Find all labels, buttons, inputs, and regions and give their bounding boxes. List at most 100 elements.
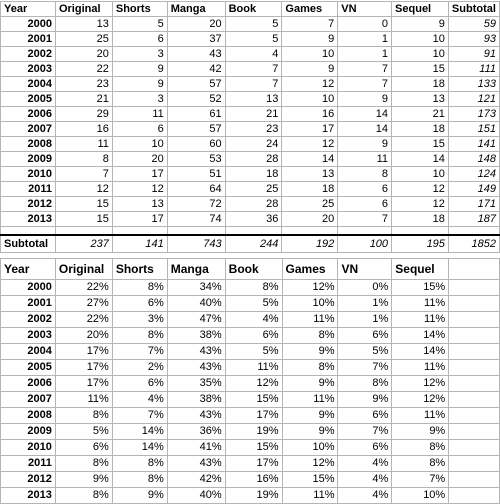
- value-cell: 23: [54, 76, 113, 92]
- subtotal-value: 1852: [447, 233, 500, 253]
- value-cell: 13: [111, 196, 168, 212]
- value-cell: 8: [54, 151, 113, 167]
- value-cell: 148: [447, 151, 500, 167]
- percent-cell: [448, 439, 500, 456]
- subtotal-value: 237: [54, 233, 113, 253]
- value-cell: 25: [224, 181, 283, 197]
- percent-cell: 17%: [224, 455, 283, 472]
- value-cell: 0: [337, 16, 393, 32]
- value-cell: 10: [281, 46, 339, 62]
- year-cell: 2009: [0, 423, 56, 440]
- percent-cell: 8%: [54, 407, 113, 424]
- percent-cell: 43%: [166, 455, 226, 472]
- percent-cell: 11%: [391, 311, 450, 328]
- table-row: 2010 6% 14% 41% 15% 10% 6% 8%: [0, 439, 500, 456]
- value-cell: 9: [391, 16, 449, 32]
- percent-cell: [448, 279, 500, 296]
- year-cell: 2011: [0, 455, 56, 472]
- percent-cell: 10%: [281, 295, 339, 312]
- percent-cell: 6%: [337, 407, 393, 424]
- percent-cell: 6%: [111, 375, 168, 392]
- table-row: 2002 20 3 43 4 10 1 10 91: [0, 46, 500, 62]
- column-header: Subtotal: [447, 1, 500, 17]
- table-row: 2006 17% 6% 35% 12% 9% 8% 12%: [0, 375, 500, 392]
- value-cell: 16: [54, 121, 113, 137]
- value-cell: 22: [54, 61, 113, 77]
- value-cell: 29: [54, 106, 113, 122]
- year-cell: 2003: [0, 327, 56, 344]
- percent-cell: 17%: [224, 407, 283, 424]
- value-cell: 11: [111, 106, 168, 122]
- percent-cell: 8%: [391, 455, 450, 472]
- value-cell: 187: [447, 211, 500, 227]
- percent-cell: 12%: [224, 375, 283, 392]
- percent-cell: 4%: [337, 455, 393, 472]
- percent-cell: 9%: [281, 343, 339, 360]
- subtotal-value: 100: [337, 233, 393, 253]
- percent-cell: 15%: [391, 279, 450, 296]
- percent-cell: 47%: [166, 311, 226, 328]
- percent-cell: 5%: [224, 295, 283, 312]
- percentages-table: Year Original Shorts Manga Book Games VN Sequel…: [0, 258, 500, 504]
- percent-cell: 16%: [224, 471, 283, 488]
- value-cell: 21: [224, 106, 283, 122]
- year-cell: 2004: [0, 76, 56, 92]
- percent-cell: 2%: [111, 359, 168, 376]
- subtotal-value: 192: [281, 233, 339, 253]
- percent-cell: 10%: [281, 439, 339, 456]
- percent-cell: 7%: [337, 359, 393, 376]
- counts-table: Year Original Shorts Manga Book Games VN Sequel…: [0, 1, 500, 253]
- percent-cell: [448, 391, 500, 408]
- value-cell: 15: [391, 61, 449, 77]
- percent-cell: [448, 455, 500, 472]
- year-cell: 2000: [0, 16, 56, 32]
- percent-cell: 4%: [337, 471, 393, 488]
- percent-cell: [448, 487, 500, 504]
- empty-cell: [337, 226, 393, 235]
- percent-cell: 8%: [111, 455, 168, 472]
- year-cell: 2013: [0, 211, 56, 227]
- column-header: Original: [54, 1, 113, 17]
- table-row: 2009 5% 14% 36% 19% 9% 7% 9%: [0, 423, 500, 440]
- percent-cell: 6%: [337, 327, 393, 344]
- percent-cell: 11%: [281, 391, 339, 408]
- percent-cell: [448, 423, 500, 440]
- percent-cell: 40%: [166, 295, 226, 312]
- empty-cell: [0, 226, 56, 235]
- value-cell: 10: [391, 46, 449, 62]
- percent-cell: 14%: [391, 343, 450, 360]
- blank-row: [0, 226, 500, 235]
- value-cell: 21: [54, 91, 113, 107]
- percent-cell: 19%: [224, 423, 283, 440]
- value-cell: 93: [447, 31, 500, 47]
- value-cell: 25: [54, 31, 113, 47]
- percent-cell: 8%: [281, 359, 339, 376]
- empty-cell: [54, 226, 113, 235]
- percent-cell: 22%: [54, 311, 113, 328]
- column-header: Shorts: [111, 258, 168, 280]
- value-cell: 20: [54, 46, 113, 62]
- value-cell: 14: [281, 151, 339, 167]
- column-header: Games: [281, 258, 339, 280]
- column-header: Sequel: [391, 1, 449, 17]
- percent-cell: 5%: [54, 423, 113, 440]
- value-cell: 124: [447, 166, 500, 182]
- percent-cell: 8%: [54, 455, 113, 472]
- value-cell: 12: [54, 181, 113, 197]
- table-row: 2009 8 20 53 28 14 11 14 148: [0, 151, 500, 167]
- value-cell: 3: [111, 46, 168, 62]
- value-cell: 15: [54, 196, 113, 212]
- value-cell: 57: [166, 76, 226, 92]
- column-header: Book: [224, 258, 283, 280]
- percent-cell: 43%: [166, 343, 226, 360]
- percent-cell: 3%: [111, 311, 168, 328]
- percent-cell: 11%: [224, 359, 283, 376]
- percent-cell: 34%: [166, 279, 226, 296]
- value-cell: 13: [54, 16, 113, 32]
- percent-cell: 15%: [224, 391, 283, 408]
- year-cell: 2008: [0, 136, 56, 152]
- value-cell: 6: [111, 121, 168, 137]
- value-cell: 74: [166, 211, 226, 227]
- year-cell: 2006: [0, 375, 56, 392]
- percent-cell: 17%: [54, 343, 113, 360]
